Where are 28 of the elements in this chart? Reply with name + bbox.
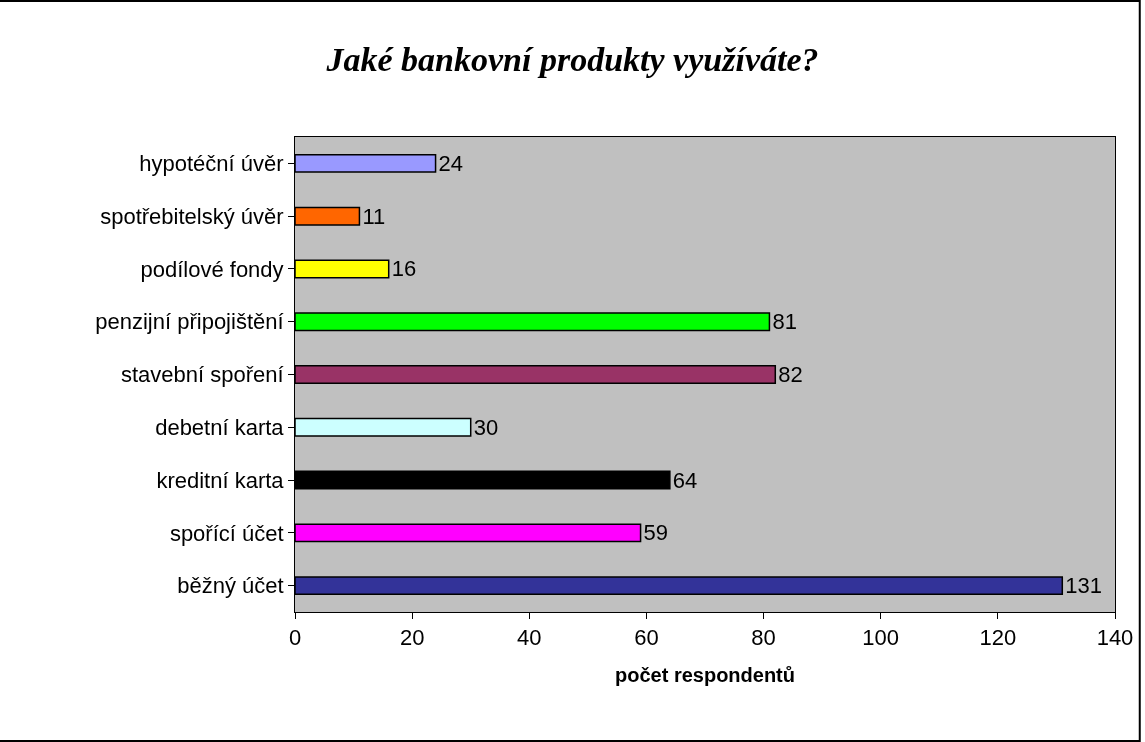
- x-tick-label: 40: [517, 625, 542, 651]
- x-tick-label: 20: [399, 625, 425, 651]
- y-tick-label: běžný účet: [177, 573, 284, 599]
- data-label: 82: [778, 362, 803, 387]
- x-tick-label: 140: [1096, 625, 1134, 651]
- x-tick-label: 0: [288, 625, 302, 651]
- data-label: 30: [473, 414, 499, 440]
- y-tick-label: spořící účet: [169, 520, 284, 546]
- y-tick-label: podílové fondy: [140, 256, 284, 282]
- y-tick-label: hypotéční úvěr: [139, 151, 284, 177]
- data-label: 81: [772, 309, 797, 335]
- y-tick-label: kreditní karta: [156, 467, 285, 493]
- data-label: 11: [362, 203, 386, 229]
- data-label: 64: [672, 467, 698, 493]
- x-tick-label: 100: [862, 625, 900, 651]
- data-label: 59: [643, 520, 669, 546]
- x-axis-title: počet respondentů: [614, 663, 796, 686]
- y-tick-label: spotřebitelský úvěr: [100, 203, 284, 229]
- data-label: 24: [438, 150, 464, 176]
- data-label: 131: [1065, 573, 1103, 599]
- x-tick-label: 60: [634, 625, 659, 651]
- chart-title: Jaké bankovní produkty využíváte?: [325, 41, 819, 79]
- x-tick-label: 120: [979, 625, 1017, 651]
- x-tick-label: 80: [751, 625, 776, 651]
- y-tick-label: stavební spoření: [120, 362, 284, 388]
- y-tick-label: penzijní připojištění: [95, 309, 284, 335]
- data-label: 16: [391, 256, 417, 282]
- y-tick-label: debetní karta: [155, 414, 285, 440]
